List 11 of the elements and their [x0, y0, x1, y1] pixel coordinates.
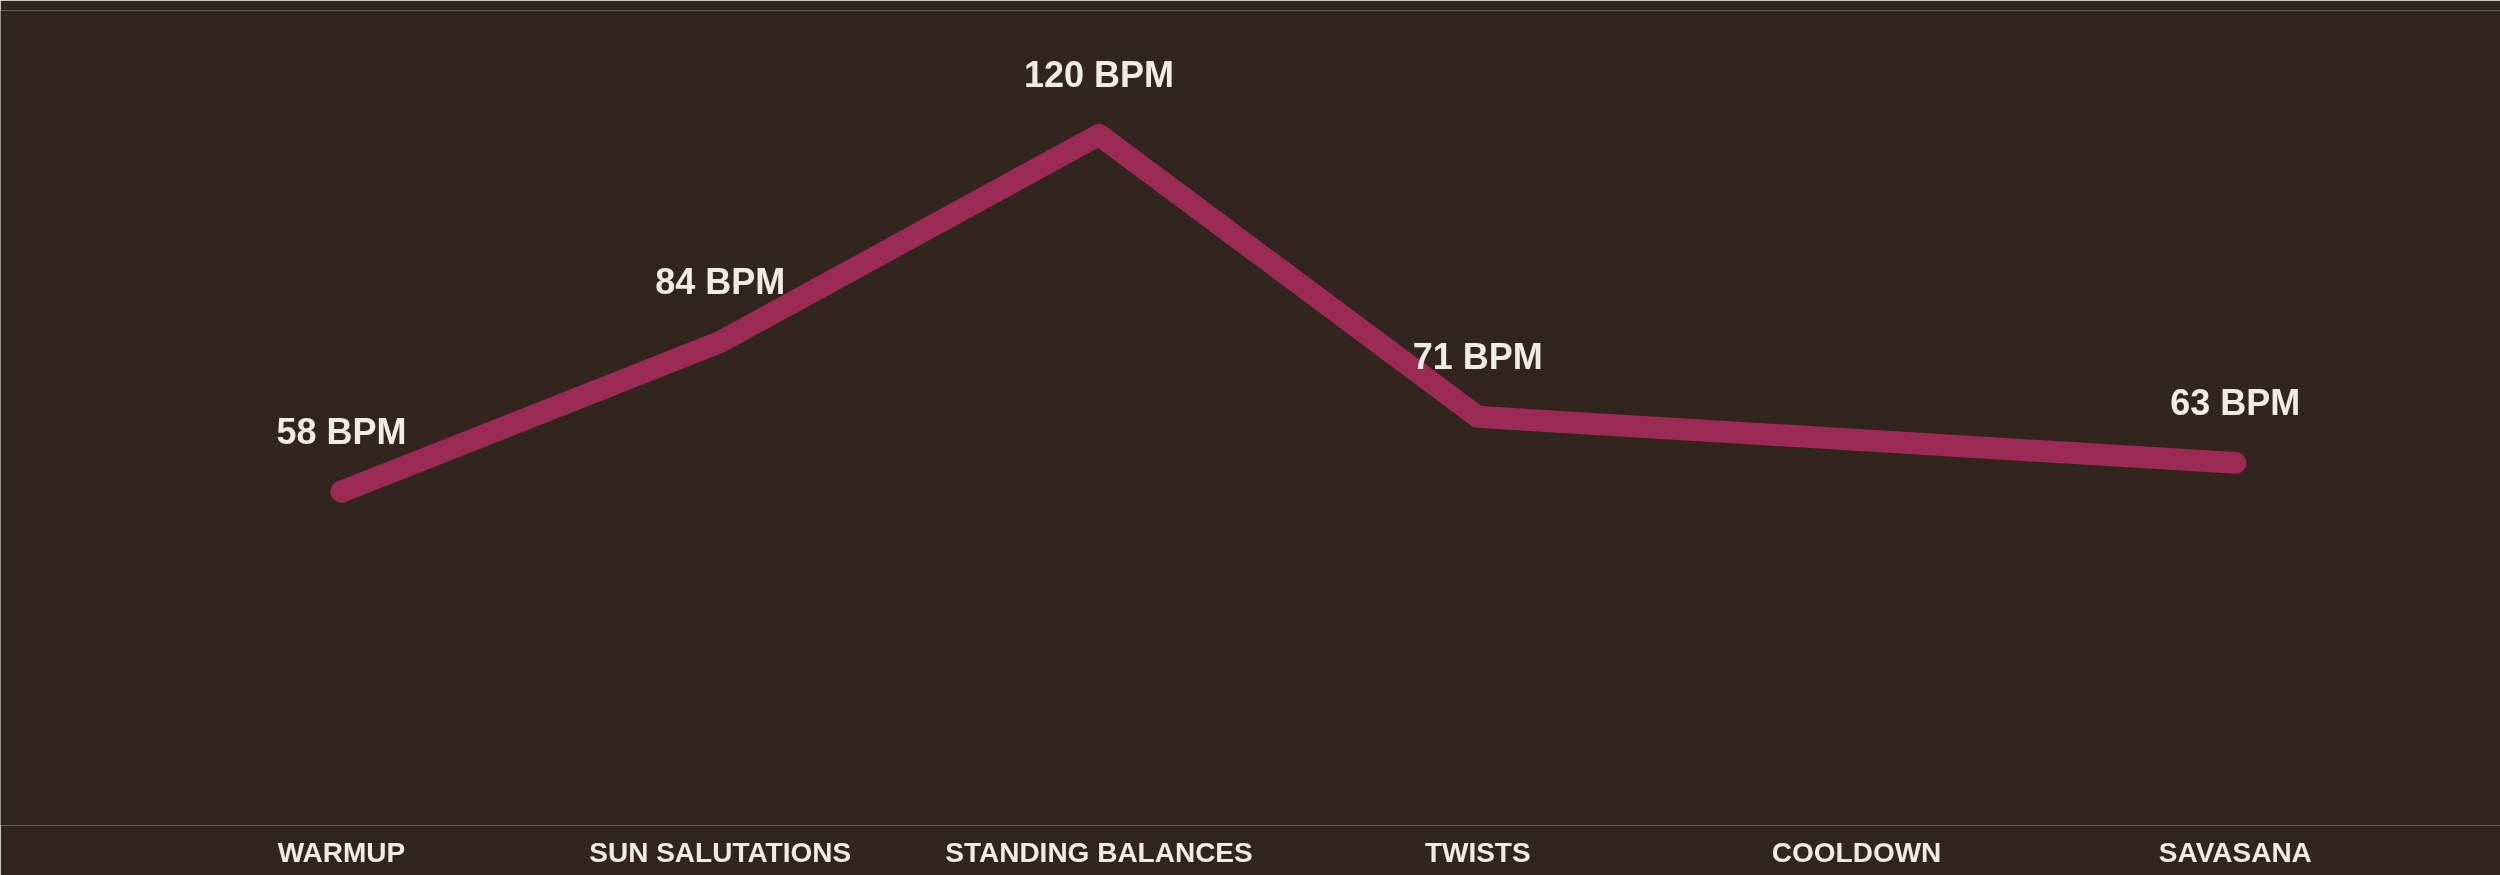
- x-tick-label: COOLDOWN: [1771, 836, 1942, 868]
- x-tick-label: STANDING BALANCES: [945, 836, 1253, 868]
- x-tick-label: TWISTS: [1424, 836, 1531, 868]
- data-label: 63 BPM: [2170, 381, 2301, 423]
- data-label: 71 BPM: [1412, 335, 1543, 377]
- data-label: 84 BPM: [655, 261, 786, 303]
- data-label: 120 BPM: [1023, 53, 1175, 95]
- x-tick-label: SUN SALUTATIONS: [589, 836, 852, 868]
- x-tick-label: SAVASANA: [2158, 836, 2312, 868]
- data-label: 58 BPM: [276, 410, 407, 452]
- x-tick-label: WARMUP: [277, 836, 406, 868]
